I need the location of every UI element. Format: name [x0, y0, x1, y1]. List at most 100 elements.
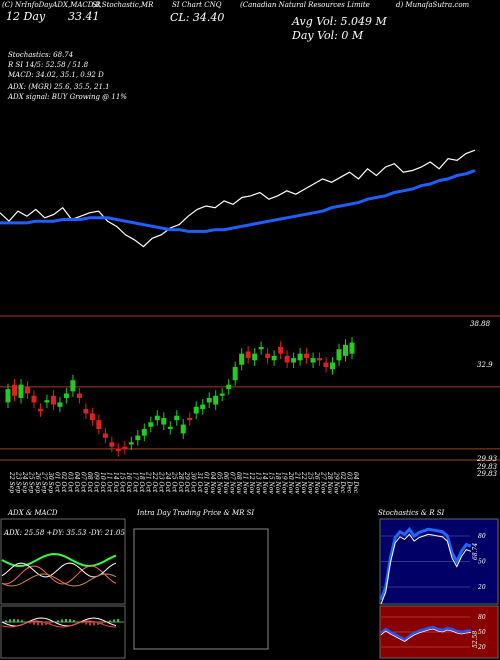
price-low-label-2: 29.83	[477, 463, 498, 471]
macd-histogram-bar	[65, 619, 67, 623]
date-label: 30 Oct	[190, 472, 197, 493]
candle-body	[148, 422, 154, 427]
candle-body	[252, 353, 258, 361]
candle-body	[63, 393, 69, 398]
macd-histogram-bar	[77, 621, 79, 623]
macd-histogram-bar	[109, 620, 111, 623]
rsi-tick-label: 80	[478, 614, 486, 621]
macd-histogram-bar	[113, 619, 115, 623]
stat-adx-signal: ADX signal: BUY Growing @ 11%	[8, 93, 127, 101]
candle-body	[154, 415, 160, 421]
macd-histogram-bar	[5, 620, 7, 623]
candle-body	[24, 386, 30, 394]
macd-histogram-bar	[33, 622, 35, 625]
date-label: 28 Nov	[326, 471, 333, 494]
candle-body	[5, 389, 11, 403]
avg-volume: Avg Vol: 5.049 M	[292, 15, 387, 28]
stoch-tick-label: 50	[478, 559, 486, 566]
date-label: 02 Oct	[60, 472, 67, 493]
header-source: (C) NrInfoDayADX,MACD,R	[2, 1, 101, 9]
date-label: 27 Sep	[40, 471, 47, 493]
date-label: 24 Sep	[21, 471, 28, 493]
candle-body	[284, 355, 290, 363]
macd-histogram-bar	[17, 619, 19, 623]
candle-body	[18, 384, 24, 398]
moving-average-line	[0, 169, 476, 233]
macd-histogram-bar	[61, 619, 63, 623]
date-label: 01 Oct	[53, 472, 60, 493]
date-label: 20 Nov	[287, 471, 294, 494]
stat-macd: MACD: 34.02, 35.1, 0.92 D	[8, 71, 104, 79]
date-label: 29 Nov	[333, 471, 340, 494]
macd-histogram-bar	[49, 622, 51, 624]
date-label: 03 Oct	[66, 472, 73, 493]
macd-histogram-bar	[81, 622, 83, 624]
candle-body	[115, 448, 121, 452]
candle-body	[291, 358, 297, 363]
day-label: 12 Day	[6, 10, 46, 23]
date-label: 05 Nov	[216, 472, 223, 494]
candle-body	[265, 353, 271, 359]
date-label: 17 Oct	[131, 472, 138, 493]
stat-stochastics: Stochastics: 68.74	[8, 51, 74, 59]
date-label: 28 Oct	[177, 471, 184, 493]
date-label: 11 Nov	[242, 472, 249, 494]
date-label: 27 Nov	[320, 471, 327, 494]
candle-body	[323, 362, 329, 367]
stochastic-d-line	[380, 533, 472, 605]
stoch-tick-label: 20	[477, 584, 486, 591]
macd-histogram-bar	[29, 622, 31, 624]
candle-body	[180, 424, 186, 434]
candle-body	[258, 347, 264, 350]
macd-histogram-bar	[117, 619, 119, 623]
candle-body	[122, 446, 128, 449]
candle-body	[102, 433, 108, 438]
date-label: 22 Oct	[151, 471, 158, 493]
candle-body	[37, 409, 43, 412]
candle-body	[206, 397, 212, 403]
price-mid-label: 32.9	[477, 361, 493, 369]
candle-body	[330, 362, 336, 370]
date-label: 13 Nov	[255, 472, 262, 494]
macd-histogram-bar	[73, 620, 75, 623]
candle-body	[349, 342, 355, 354]
macd-histogram-bar	[101, 622, 103, 624]
date-label: 21 Nov	[294, 471, 301, 494]
date-label: 04 Dec	[352, 472, 359, 494]
candle-body	[109, 442, 115, 447]
date-label: 18 Oct	[138, 472, 145, 493]
date-label: 15 Nov	[268, 472, 275, 494]
stoch-tick-label: 80	[478, 533, 486, 540]
rsi-tick-label: 50	[478, 629, 486, 636]
candle-body	[336, 349, 342, 361]
rsi-signal-line	[380, 628, 472, 642]
header-site: d) MunafaSutra.com	[396, 1, 470, 9]
date-label: 09 Oct	[92, 472, 99, 493]
candle-body	[128, 442, 134, 445]
header-chart-title: SI Chart CNQ	[172, 1, 222, 9]
price-low-label-1: 29.93	[477, 455, 498, 463]
date-label: 31 Oct	[196, 472, 203, 493]
candle-body	[135, 435, 141, 441]
date-label: 18 Nov	[274, 472, 281, 494]
candle-body	[239, 353, 245, 365]
macd-histogram-bar	[9, 619, 11, 623]
close-value: CL: 34.40	[170, 11, 225, 24]
date-label: 26 Sep	[34, 471, 41, 493]
macd-histogram-bar	[105, 621, 107, 623]
macd-panel-frame	[0, 605, 126, 659]
candle-body	[219, 393, 225, 396]
candle-body	[187, 417, 193, 421]
date-label: 04 Oct	[73, 472, 80, 493]
stat-rsi: R SI 14/5: 52.58 / 51.8	[8, 61, 89, 69]
price-line	[0, 149, 476, 248]
candle-body	[31, 395, 37, 403]
candle-body	[271, 355, 277, 361]
macd-histogram-bar	[85, 622, 87, 625]
rsi-line	[380, 625, 472, 641]
day-value: 33.41	[68, 10, 100, 23]
panel-stoch-rsi-title: Stochastics & R SI	[378, 509, 445, 517]
candle-body	[57, 402, 63, 407]
macd-histogram-bar	[89, 622, 91, 626]
